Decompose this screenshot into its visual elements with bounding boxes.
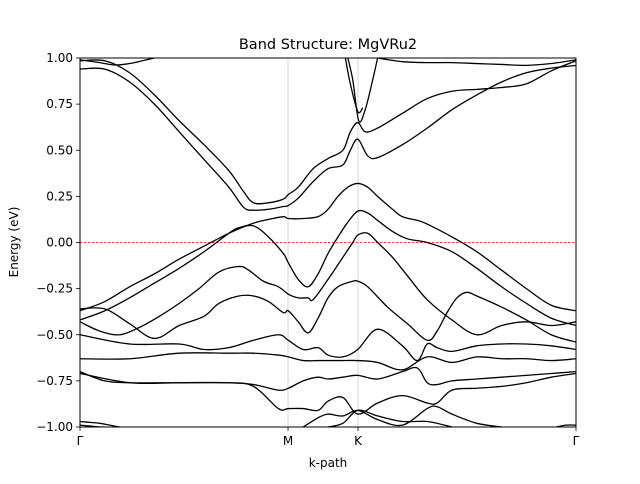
chart-title: Band Structure: MgVRu2 [239, 37, 417, 53]
band-line [327, 409, 453, 427]
x-axis-label: k-path [309, 456, 348, 470]
band-line [80, 352, 576, 371]
band-line [80, 279, 576, 343]
y-tick-label: −0.25 [36, 282, 73, 296]
band-line [80, 420, 120, 427]
y-tick-label: 1.00 [46, 51, 73, 65]
y-tick-label: 0.00 [46, 236, 73, 250]
band-line [80, 59, 576, 205]
band-line [80, 182, 576, 312]
y-axis-label: Energy (eV) [7, 207, 21, 278]
y-tick-label: 0.25 [46, 189, 73, 203]
band-lines [80, 58, 576, 427]
band-line [347, 58, 379, 123]
y-tick-label: −0.50 [36, 328, 73, 342]
band-line [344, 58, 364, 114]
y-axis-ticks: −1.00 −0.75 −0.50 −0.25 0.00 0.25 0.50 0.75 1.00 [36, 51, 80, 434]
y-tick-label: 0.50 [46, 143, 73, 157]
band-line [80, 372, 576, 415]
band-line [80, 328, 576, 362]
y-tick-label: −0.75 [36, 374, 73, 388]
band-line [80, 209, 576, 327]
x-tick-label: M [283, 434, 293, 448]
band-line [80, 64, 576, 211]
band-line [80, 58, 155, 66]
y-tick-label: −1.00 [36, 420, 73, 434]
band-line [80, 232, 576, 336]
x-tick-label: Γ [573, 434, 580, 448]
x-tick-label: K [354, 434, 363, 448]
band-line [377, 58, 576, 67]
x-tick-label: Γ [77, 434, 84, 448]
band-line [302, 405, 502, 427]
y-tick-label: 0.75 [46, 97, 73, 111]
